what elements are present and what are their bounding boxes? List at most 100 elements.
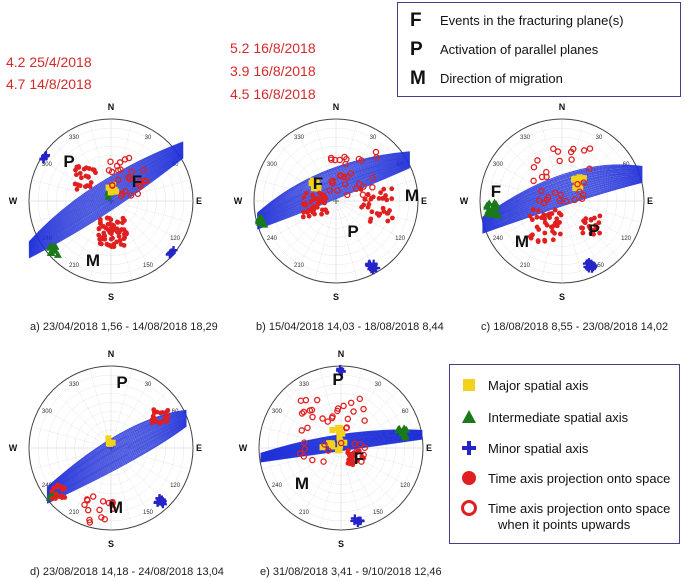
key-description: Activation of parallel planes [440,42,599,57]
compass-west: W [460,196,469,206]
compass-east: E [421,196,427,206]
degree-tick-label: 60 [172,162,179,168]
degree-tick-label: 210 [520,263,531,269]
degree-tick-label: 30 [370,135,377,141]
degree-tick-label: 150 [143,263,154,269]
symbol-description: Major spatial axis [488,378,589,393]
event-points [296,364,411,528]
degree-tick-label: 210 [69,510,80,516]
degree-tick-label: 300 [42,409,53,415]
event-points [45,407,171,526]
compass-west: W [239,443,248,453]
compass-north: N [338,349,345,359]
degree-tick-label: 210 [299,510,310,516]
degree-tick-label: 300 [42,162,53,168]
compass-south: S [108,292,114,302]
fracture-planes [28,141,184,259]
degree-tick-label: 330 [520,135,531,141]
key-legend: F Events in the fracturing plane(s) P Ac… [397,2,681,97]
event-label: 4.2 25/4/2018 [6,54,92,70]
degree-tick-label: 60 [402,409,409,415]
degree-tick-label: 330 [299,382,310,388]
compass-west: W [234,196,243,206]
symbol-description: Time axis projection onto space [488,471,671,486]
map-label: P [63,152,74,171]
map-label: P [332,370,343,389]
degree-ticks: 30 60 120 150 210 240 300 330 [272,382,411,516]
degree-tick-label: 30 [145,135,152,141]
map-label: M [515,232,529,251]
key-letter: F [410,10,422,31]
degree-tick-label: 330 [294,135,305,141]
degree-tick-label: 210 [294,263,305,269]
symbol-description: Minor spatial axis [488,441,589,456]
event-label: 5.2 16/8/2018 [230,40,316,56]
event-points [483,145,603,273]
degree-tick-label: 240 [42,483,53,489]
map-label: P [347,222,358,241]
degree-tick-label: 120 [395,236,406,242]
event-points [254,148,395,275]
map-label: M [109,498,123,517]
degree-tick-label: 300 [272,409,283,415]
compass-north: N [559,102,566,112]
compass-north: N [108,102,115,112]
degree-tick-label: 300 [493,162,504,168]
key-description: Direction of migration [440,71,563,86]
degree-tick-label: 120 [170,483,181,489]
compass-east: E [196,443,202,453]
event-label: 4.7 14/8/2018 [6,76,92,92]
map-label: F [313,174,323,193]
compass-south: S [333,292,339,302]
map-label: M [86,251,100,270]
compass-east: E [426,443,432,453]
compass-west: W [9,443,18,453]
degree-tick-label: 240 [493,236,504,242]
symbol-legend: Major spatial axis Intermediate spatial … [449,364,680,544]
degree-tick-label: 330 [69,135,80,141]
map-label: F [354,449,364,468]
compass-south: S [108,539,114,549]
event-label: 4.5 16/8/2018 [230,86,316,102]
symbol-description: Time axis projection onto space [488,501,671,516]
map-label: P [588,221,599,240]
compass-east: E [647,196,653,206]
panel-caption: a) 23/04/2018 1,56 - 14/08/2018 18,29 [30,321,218,333]
map-label: M [295,474,309,493]
degree-tick-label: 150 [373,510,384,516]
degree-tick-label: 30 [596,135,603,141]
degree-tick-label: 240 [272,483,283,489]
map-label: M [405,186,419,205]
time-axis-open-circle-icon [460,499,478,517]
key-letter: M [410,68,426,89]
minor-axis-cross-icon [460,439,478,457]
key-description: Events in the fracturing plane(s) [440,13,624,28]
symbol-description: when it points upwards [498,517,631,532]
degree-tick-label: 120 [621,236,632,242]
panel-caption: e) 31/08/2018 3,41 - 9/10/2018 12,46 [260,566,442,578]
compass-north: N [108,349,115,359]
degree-tick-label: 210 [69,263,80,269]
major-axis-square-icon [460,376,478,394]
degree-tick-label: 120 [170,236,181,242]
degree-tick-label: 240 [267,236,278,242]
compass-north: N [333,102,340,112]
panel-caption: b) 15/04/2018 14,03 - 18/08/2018 8,44 [256,321,444,333]
degree-tick-label: 150 [143,510,154,516]
degree-tick-label: 300 [267,162,278,168]
degree-tick-label: 330 [69,382,80,388]
compass-south: S [338,539,344,549]
map-label: P [116,373,127,392]
event-label: 3.9 16/8/2018 [230,63,316,79]
compass-east: E [196,196,202,206]
map-label: F [132,172,142,191]
compass-west: W [9,196,18,206]
event-points [39,151,178,259]
panel-caption: d) 23/08/2018 14,18 - 24/08/2018 13,04 [30,566,224,578]
degree-tick-label: 150 [594,263,605,269]
degree-tick-label: 30 [145,382,152,388]
